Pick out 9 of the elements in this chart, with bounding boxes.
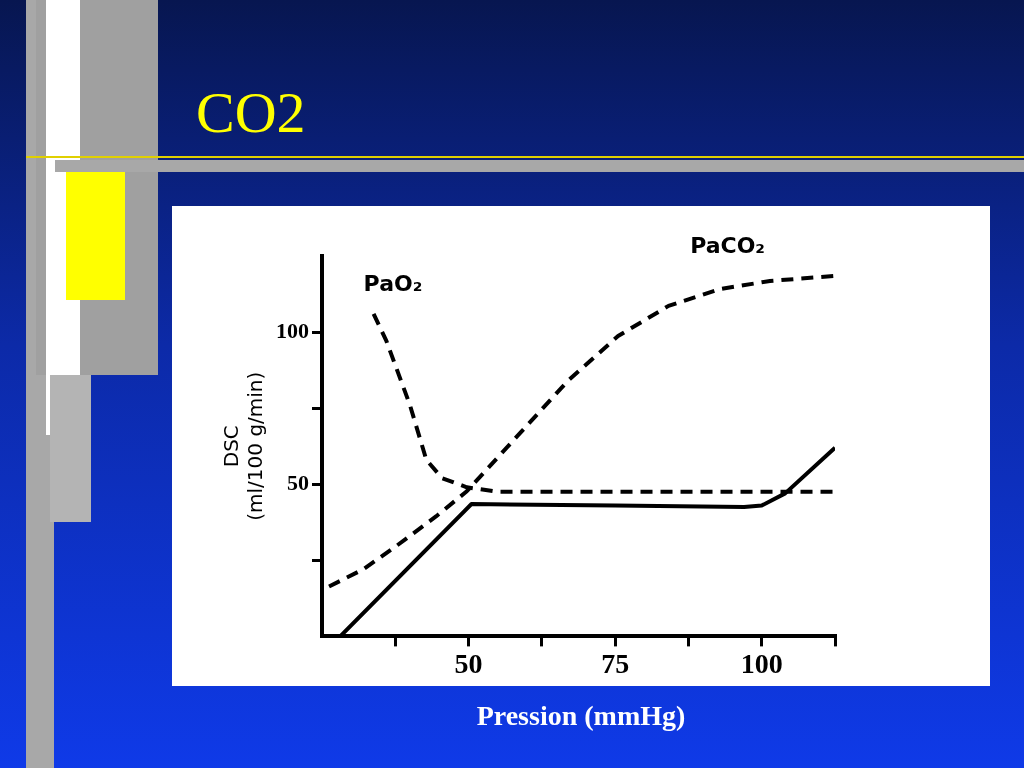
line-series [327, 274, 835, 589]
y-axis-title: DSC (ml/100 g/min) [219, 371, 268, 521]
x-tick-label: 50 [454, 648, 483, 680]
x-axis-title: Pression (mmHg) [475, 700, 687, 732]
series-label: PaO₂ [363, 270, 423, 296]
x-tick-label: 75 [601, 648, 630, 680]
series-label: PaCO₂ [690, 232, 766, 258]
x-tick-label: 100 [740, 648, 783, 680]
chart-title: CO2 [196, 79, 306, 147]
